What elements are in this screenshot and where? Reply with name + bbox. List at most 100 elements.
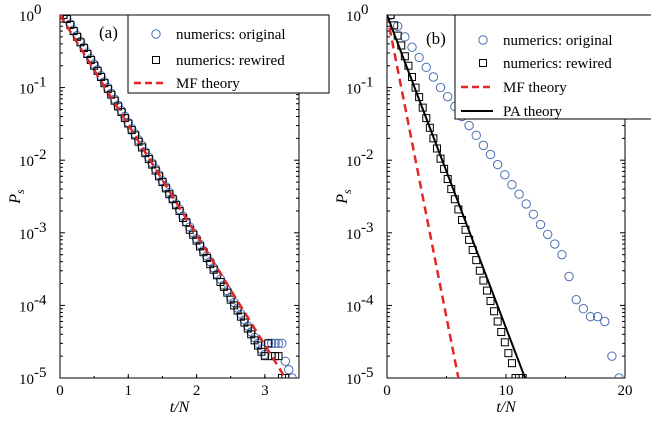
original-data-point [578,304,589,314]
x-tick-label: 20 [618,383,633,399]
original-data-point [442,91,453,102]
y-axis-label-sub: s [340,189,354,194]
y-tick-base: 10 [19,9,34,25]
rewired-data-point [425,123,434,132]
y-tick-label: 10 [19,154,34,170]
rewired-data-point [479,276,488,285]
rewired-data-point [422,114,431,123]
original-data-point [607,351,617,361]
original-data-point [270,338,280,349]
y-tick-label: 10 [346,227,361,243]
y-tick-base: 10 [19,299,34,315]
original-data-point [521,199,531,209]
y-tick-exponent: 0 [34,2,42,18]
original-data-point [428,72,439,82]
y-tick-base: 10 [346,9,361,25]
y-tick-base: 10 [346,227,361,243]
original-data-point [592,311,603,322]
original-data-point [507,179,517,190]
y-tick-base: 10 [346,82,361,98]
legend-circle-marker [151,29,161,39]
original-data-point [542,229,553,240]
y-tick-exponent: -5 [361,365,374,381]
legend-label: MF theory [503,80,567,96]
x-tick-label: 0 [56,383,64,399]
rewired-data-point [264,339,273,348]
y-tick-label: 10 [346,154,361,170]
original-data-point [387,15,396,20]
y-tick-base: 10 [19,227,34,243]
original-data-point [571,294,581,305]
x-axis-label: t/N [170,399,191,416]
rewired-data-point [281,374,290,378]
y-tick-base: 10 [19,82,34,98]
original-data-point [287,373,297,378]
y-tick-base: 10 [346,154,361,170]
x-axis-label: t/N [496,399,517,416]
y-axis-label: Ps [7,189,27,205]
original-data-point [273,338,284,349]
original-data-point [550,239,560,249]
rewired-data-point [500,338,509,347]
x-tick-label: 2 [193,383,201,399]
original-data-point [464,120,474,131]
x-tick-label: 1 [125,383,133,399]
legend-label: numerics: rewired [176,53,285,69]
original-data-point [263,338,273,349]
y-tick-label: 10 [346,372,361,388]
x-tick-label: 3 [261,383,269,399]
legend-box [454,14,651,120]
plot-area [60,15,297,378]
original-data-point [280,356,291,366]
rewired-data-point [274,352,283,361]
original-data-point [266,338,277,349]
y-tick-exponent: -2 [34,147,47,163]
y-tick-exponent: -1 [34,75,47,91]
original-data-point [277,338,287,349]
y-tick-label: 10 [19,9,34,25]
y-tick-label: 10 [346,82,361,98]
original-data-point [528,209,539,219]
original-data-point [557,249,567,260]
pa-theory-line [387,15,526,378]
y-axis-label: Ps [334,189,354,205]
panel-label: (b) [426,29,446,48]
y-tick-label: 10 [19,299,34,315]
original-data-point [284,365,294,375]
rewired-data-point [504,349,513,358]
y-axis-label-sub: s [13,189,27,194]
y-tick-label: 10 [19,372,34,388]
original-data-point [585,311,596,322]
y-tick-exponent: -3 [34,220,47,236]
rewired-data-point [507,359,516,368]
rewired-data-point [490,307,499,316]
original-data-point [400,32,410,42]
original-data-point [407,42,417,52]
y-tick-exponent: -3 [361,220,374,236]
original-data-point [435,82,446,93]
legend-box [127,14,330,94]
original-data-point [414,52,424,63]
y-tick-exponent: -1 [361,75,374,91]
legend-square-marker [152,56,160,64]
legend-square-marker [479,59,487,67]
original-data-point [478,140,489,151]
mf-theory-line [60,15,287,378]
original-data-point [500,170,510,180]
y-tick-base: 10 [19,372,34,388]
legend-label: PA theory [503,104,563,120]
y-tick-label: 10 [346,9,361,25]
y-tick-exponent: -5 [34,365,47,381]
original-data-point [564,271,574,282]
y-tick-label: 10 [19,82,34,98]
original-data-point [535,219,546,230]
legend: numerics: original numerics: rewired MF th… [127,14,330,94]
original-data-point [600,316,610,327]
original-data-point [485,149,496,160]
y-tick-exponent: 0 [361,2,369,18]
legend-label: numerics: original [176,27,286,43]
rewired-data-point [387,15,395,19]
y-axis-label-main: P [7,194,24,205]
